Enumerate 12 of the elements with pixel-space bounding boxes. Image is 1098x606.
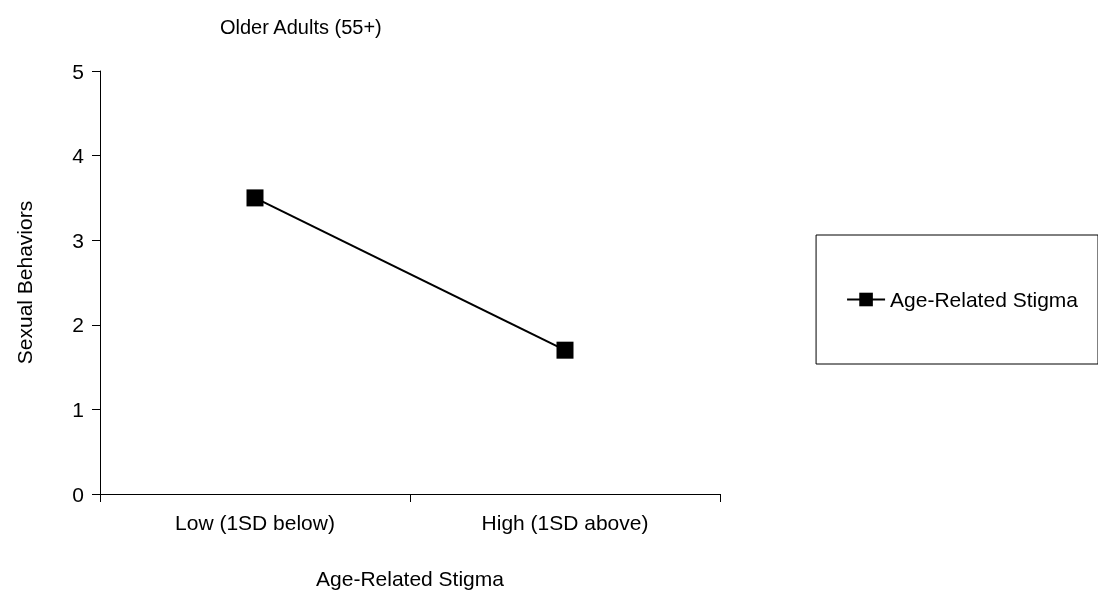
y-tick-label: 3 xyxy=(72,228,84,252)
y-tick-label: 5 xyxy=(72,59,84,83)
chart-title: Older Adults (55+) xyxy=(220,16,382,38)
y-tick-label: 1 xyxy=(72,397,84,421)
y-tick-label: 4 xyxy=(72,144,85,168)
x-tick-label: Low (1SD below) xyxy=(175,511,335,534)
x-axis-title: Age-Related Stigma xyxy=(316,567,505,590)
x-tick-label: High (1SD above) xyxy=(481,511,649,534)
legend-label: Age-Related Stigma xyxy=(890,288,1079,311)
y-axis-title: Sexual Behaviors xyxy=(13,200,36,365)
y-tick-label: 2 xyxy=(72,313,84,337)
y-tick-label: 0 xyxy=(72,482,84,506)
